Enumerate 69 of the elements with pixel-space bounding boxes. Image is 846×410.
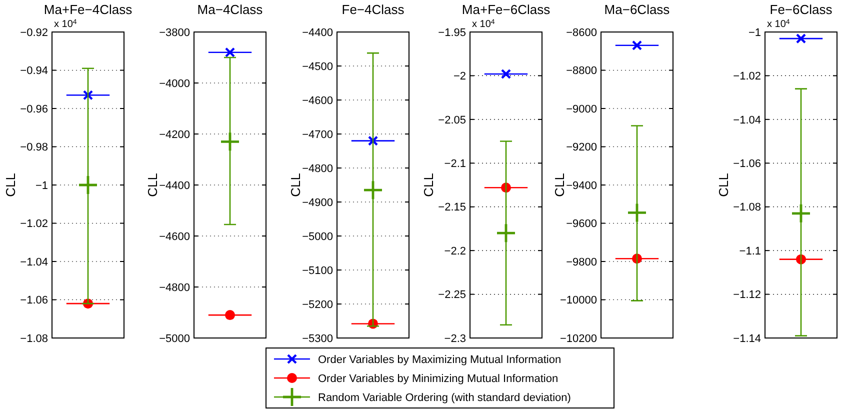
y-tick-label: −1.04 [20, 256, 48, 268]
y-tick-label: −9200 [566, 142, 597, 154]
y-axis-title: CLL [716, 173, 731, 197]
y-tick-label: −4400 [159, 180, 190, 192]
y-tick-label: −8600 [566, 26, 597, 39]
y-tick-label: −0.96 [20, 103, 48, 116]
y-tick-label: −4200 [159, 128, 190, 141]
y-tick-label: −4600 [302, 94, 333, 107]
y-axis-title: CLL [552, 173, 567, 197]
y-tick-label: −9600 [566, 218, 597, 230]
y-tick-label: −2.3 [444, 332, 466, 345]
y-tick-label: −1.02 [733, 70, 761, 83]
y-axis-title: CLL [145, 173, 160, 197]
y-tick-label: −4500 [302, 60, 333, 73]
y-tick-label: −10200 [560, 332, 597, 345]
chart-title: Fe−4Class [342, 2, 405, 17]
y-tick-label: −8800 [566, 65, 597, 78]
y-tick-label: −5000 [159, 332, 190, 345]
y-tick-label: −1.08 [20, 332, 48, 345]
y-tick-label: −1.95 [438, 26, 466, 39]
y-tick-label: −1.1 [739, 245, 761, 258]
y-tick-label: −1 [35, 180, 48, 192]
legend-label: Order Variables by Minimizing Mutual Information [318, 372, 558, 385]
text: x 10$^{4}$ [767, 18, 790, 30]
y-tick-label: −4800 [302, 162, 333, 175]
y-tick-label: −9800 [566, 256, 597, 268]
y-tick-label: −0.94 [20, 65, 48, 78]
y-tick-label: −1.08 [733, 202, 761, 214]
y-tick-label: −1.02 [20, 218, 48, 230]
y-tick-label: −2.2 [444, 245, 466, 258]
chart-title: Ma+Fe−6Class [462, 2, 551, 17]
y-tick-label: −5200 [302, 298, 333, 311]
y-tick-label: −9000 [566, 103, 597, 116]
y-axis-title: CLL [3, 173, 18, 197]
y-tick-label: −9400 [566, 180, 597, 192]
y-tick-label: −1.04 [733, 114, 761, 126]
y-tick-label: −2.05 [438, 114, 466, 126]
y-tick-label: −1 [748, 26, 761, 39]
y-tick-label: −3800 [159, 26, 190, 39]
text: x 10$^{4}$ [472, 18, 495, 30]
y-tick-label: −2.15 [438, 202, 466, 214]
y-tick-label: −10000 [560, 294, 597, 307]
y-tick-label: −5100 [302, 264, 333, 277]
y-tick-label: −1.06 [20, 294, 48, 307]
y-tick-label: −2 [453, 70, 466, 83]
y-tick-label: −1.14 [733, 332, 761, 345]
y-axis-title: CLL [288, 173, 303, 197]
y-axis-title: CLL [421, 173, 436, 197]
chart-title: Ma+Fe−4Class [44, 2, 133, 17]
y-tick-label: −5000 [302, 230, 333, 243]
chart-title: Ma−6Class [604, 2, 670, 17]
chart-title: Fe−6Class [770, 2, 833, 17]
text: x 10$^{4}$ [54, 18, 77, 30]
y-tick-label: −4800 [159, 282, 190, 294]
y-tick-label: −4700 [302, 128, 333, 141]
y-tick-label: −1.12 [733, 289, 761, 302]
y-tick-label: −4900 [302, 196, 333, 209]
y-tick-label: −1.06 [733, 158, 761, 170]
y-tick-label: −2.1 [444, 158, 466, 170]
y-tick-label: −4000 [159, 78, 190, 90]
legend-label: Random Variable Ordering (with standard deviation) [318, 392, 571, 404]
legend-label: Order Variables by Maximizing Mutual Information [318, 354, 562, 366]
y-tick-label: −0.98 [20, 142, 48, 154]
y-tick-label: −4600 [159, 230, 190, 243]
y-tick-label: −4400 [302, 26, 333, 39]
chart-title: Ma−4Class [197, 2, 264, 17]
y-tick-label: −0.92 [20, 26, 48, 39]
y-tick-label: −2.25 [438, 289, 466, 302]
y-tick-label: −5300 [302, 332, 333, 345]
